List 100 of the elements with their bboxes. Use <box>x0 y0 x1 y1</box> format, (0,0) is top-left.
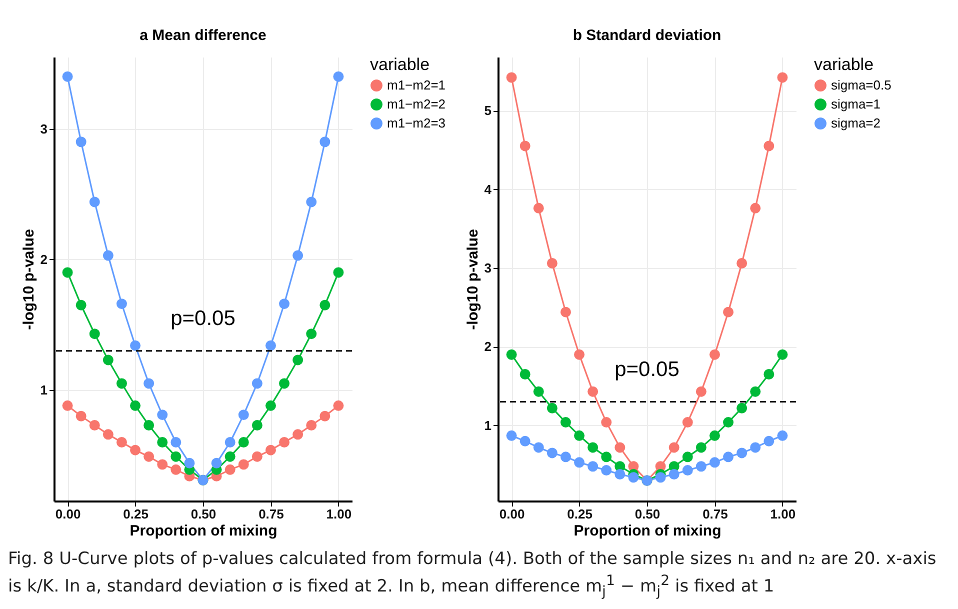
point <box>506 430 517 441</box>
x-tick-label: 0.00 <box>55 506 81 522</box>
point <box>130 400 141 411</box>
point <box>265 444 276 456</box>
point <box>601 417 612 428</box>
legend-label: sigma=2 <box>831 116 880 130</box>
point <box>777 72 788 83</box>
point <box>252 378 262 389</box>
point <box>614 442 626 453</box>
point <box>668 442 680 453</box>
point <box>506 349 517 360</box>
legend-label: m1−m2=2 <box>387 96 446 112</box>
point <box>533 202 544 214</box>
point <box>306 196 317 208</box>
annotation: p=0.05 <box>170 306 236 330</box>
point <box>89 420 100 430</box>
point <box>116 437 127 448</box>
point <box>76 300 86 310</box>
point <box>736 258 748 268</box>
point <box>546 402 558 414</box>
x-tick-label: 1.00 <box>770 506 796 522</box>
x-tick-label: 1.00 <box>326 506 352 522</box>
point <box>320 410 330 422</box>
point <box>574 457 585 468</box>
x-tick-label: 0.50 <box>190 506 216 522</box>
legend-title: variable <box>814 55 874 74</box>
x-tick-label: 0.50 <box>634 506 660 522</box>
point <box>764 436 774 446</box>
point <box>144 378 154 389</box>
point <box>62 71 73 82</box>
point <box>144 451 154 462</box>
point <box>333 267 344 278</box>
point <box>184 458 195 468</box>
x-tick-label: 0.75 <box>258 506 284 522</box>
point <box>777 349 788 360</box>
point <box>62 400 73 411</box>
point <box>709 457 720 468</box>
point <box>520 369 530 380</box>
point <box>306 420 317 430</box>
legend-title: variable <box>370 55 430 74</box>
point <box>560 452 571 462</box>
point <box>224 437 236 448</box>
point <box>736 448 748 458</box>
point <box>333 71 344 82</box>
point <box>238 459 249 470</box>
point <box>292 354 304 366</box>
point <box>520 140 530 152</box>
point <box>265 340 276 351</box>
annotation: p=0.05 <box>614 358 680 381</box>
point <box>157 459 168 470</box>
y-tick-label: 3 <box>484 260 492 276</box>
point <box>764 140 774 152</box>
point <box>777 430 788 441</box>
x-tick-label: 0.75 <box>702 506 728 522</box>
point <box>306 328 317 340</box>
point <box>224 464 236 475</box>
point <box>682 417 693 428</box>
point <box>696 442 706 453</box>
point <box>265 400 276 411</box>
point <box>76 410 86 422</box>
y-tick-label: 2 <box>40 252 48 267</box>
point <box>279 437 290 448</box>
point <box>546 258 558 268</box>
point <box>333 400 344 411</box>
y-tick-label: 4 <box>484 182 492 197</box>
legend-label: sigma=0.5 <box>831 78 892 92</box>
point <box>292 250 304 261</box>
point <box>279 298 290 310</box>
point <box>116 378 127 389</box>
point <box>750 202 761 214</box>
point <box>130 340 141 351</box>
point <box>723 417 734 428</box>
point <box>170 464 182 475</box>
caption: Fig. 8 U-Curve plots of p-values calculated from formula (4). Both of the sample sizes n₁ and n₂ are 20. x-axis is k/K. In a, standard deviation σ is fixed at 2. In b, mean difference m$_{j}$$^{1}$ − m$_{j}$$^{2}$ is fixed at 1 <box>8 548 938 602</box>
point <box>736 402 748 414</box>
point <box>130 444 141 456</box>
point <box>574 349 585 360</box>
point <box>750 386 761 397</box>
point <box>655 472 666 483</box>
point <box>102 354 114 366</box>
x-tick-label: 0.00 <box>499 506 525 522</box>
point <box>252 451 262 462</box>
point <box>506 72 517 83</box>
point <box>546 448 558 458</box>
legend-label: m1−m2=1 <box>387 78 446 92</box>
point <box>520 436 530 446</box>
point <box>588 386 598 397</box>
x-tick-label: 0.25 <box>123 506 148 522</box>
point <box>279 378 290 389</box>
y-tick-label: 2 <box>484 339 492 354</box>
point <box>252 420 262 430</box>
x-axis-title: Proportion of mixing <box>574 522 722 540</box>
point <box>750 442 761 453</box>
point <box>560 417 571 428</box>
point <box>102 250 114 261</box>
chart-title: b Standard deviation <box>572 27 722 44</box>
point <box>533 442 544 453</box>
point <box>723 452 734 462</box>
point <box>574 430 585 441</box>
y-tick-label: 3 <box>40 121 48 136</box>
